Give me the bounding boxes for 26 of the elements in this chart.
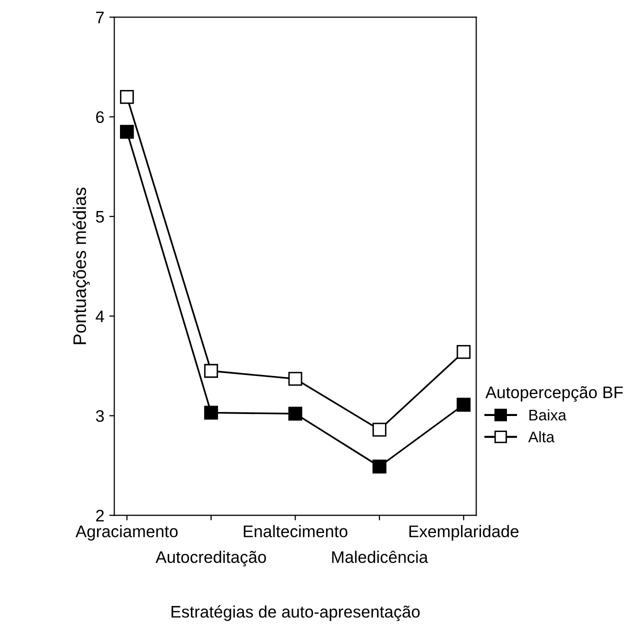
x-tick-label: Maledicência <box>332 550 428 563</box>
legend-title: Autopercepção BF <box>485 386 623 402</box>
legend-label: Baixa <box>529 409 566 420</box>
legend-label: Alta <box>528 431 555 442</box>
y-tick-label: 6 <box>96 111 104 124</box>
y-tick-label: 5 <box>96 211 104 223</box>
point <box>288 406 302 421</box>
x-tick-label: Autocreditação <box>156 550 266 566</box>
point <box>204 406 218 420</box>
point <box>372 422 386 437</box>
x-tick-label: Agraciamento <box>76 525 178 541</box>
y-tick-label: 3 <box>96 410 104 422</box>
point <box>288 372 302 386</box>
point <box>204 364 218 378</box>
y-axis-title: Pontuações médias <box>72 188 90 344</box>
point <box>120 90 134 104</box>
point <box>120 124 134 139</box>
x-axis-title: Estratégias de auto-apresentação <box>172 605 420 622</box>
y-tick-label: 7 <box>96 12 104 24</box>
point <box>456 398 471 412</box>
point <box>372 460 386 474</box>
point <box>456 345 471 359</box>
y-tick-label: 2 <box>96 510 104 522</box>
y-tick-label: 4 <box>96 310 104 322</box>
x-tick-label: Exemplaridade <box>409 525 518 541</box>
x-tick-label: Enaltecimento <box>244 525 348 538</box>
